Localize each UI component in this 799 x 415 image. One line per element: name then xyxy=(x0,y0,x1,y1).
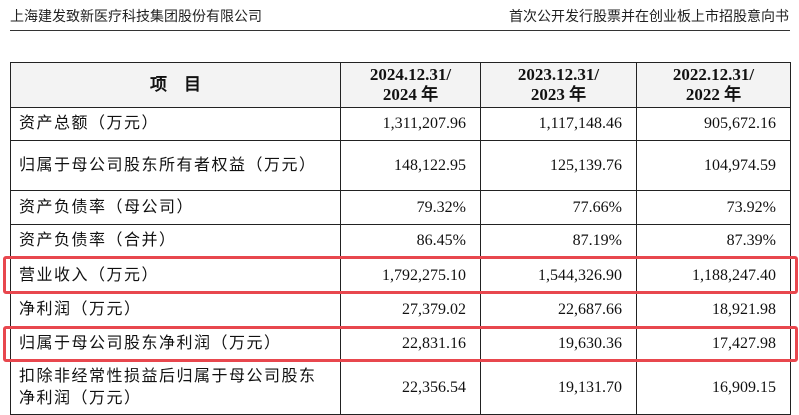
table-row: 资产总额（万元） 1,311,207.96 1,117,148.46 905,672.… xyxy=(10,107,791,141)
row-label: 归属于母公司股东净利润（万元） xyxy=(10,326,341,362)
highlight-box xyxy=(3,256,798,294)
cell-value: 905,672.16 xyxy=(636,107,791,141)
table-body: 资产总额（万元） 1,311,207.96 1,117,148.46 905,672.… xyxy=(10,107,791,415)
table-row: 扣除非经常性损益后归属于母公司股东净利润（万元） 22,356.54 19,131.… xyxy=(10,361,791,415)
highlight-box xyxy=(3,326,798,362)
row-label: 资产负债率（母公司） xyxy=(10,190,341,225)
header-line: 2024 年 xyxy=(382,85,439,104)
header-line: 2022 年 xyxy=(685,85,742,104)
table-row: 归属于母公司股东所有者权益（万元） 148,122.95 125,139.76 104… xyxy=(10,140,791,191)
column-header: 2024.12.31/2024 年 xyxy=(340,62,481,108)
cell-value: 73.92% xyxy=(636,190,791,225)
cell-value: 22,831.16 xyxy=(340,326,481,362)
row-label: 资产负债率（合并） xyxy=(10,224,341,258)
table-row: 资产负债率（母公司） 79.32% 77.66% 73.92% xyxy=(10,190,791,225)
table-row: 净利润（万元） 27,379.02 22,687.66 18,921.98 xyxy=(10,293,791,327)
table-row: 归属于母公司股东净利润（万元） 22,831.16 19,630.36 17,427.… xyxy=(10,326,791,362)
cell-value: 79.32% xyxy=(340,190,481,225)
column-header: 2022.12.31/2022 年 xyxy=(636,62,791,108)
cell-value: 87.39% xyxy=(636,224,791,258)
cell-value: 148,122.95 xyxy=(340,140,481,191)
cell-value: 86.45% xyxy=(340,224,481,258)
header-line: 2023 年 xyxy=(530,85,587,104)
header-rule xyxy=(10,30,790,31)
cell-value: 16,909.15 xyxy=(636,361,791,415)
header-line: 2023.12.31/ xyxy=(517,65,600,84)
row-label: 归属于母公司股东所有者权益（万元） xyxy=(10,140,341,191)
cell-value: 1,188,247.40 xyxy=(636,257,791,294)
cell-value: 19,630.36 xyxy=(480,326,637,362)
company-name: 上海建发致新医疗科技集团股份有限公司 xyxy=(10,10,262,25)
cell-value: 19,131.70 xyxy=(480,361,637,415)
cell-value: 77.66% xyxy=(480,190,637,225)
column-header: 2023.12.31/2023 年 xyxy=(480,62,637,108)
cell-value: 27,379.02 xyxy=(340,293,481,327)
header-row: 项 目 2024.12.31/2024 年 2023.12.31/2023 年 … xyxy=(10,62,791,108)
header-line: 2024.12.31/ xyxy=(369,65,452,84)
cell-value: 18,921.98 xyxy=(636,293,791,327)
table-row: 营业收入（万元） 1,792,275.10 1,544,326.90 1,188,24… xyxy=(10,257,791,294)
financial-table: 项 目 2024.12.31/2024 年 2023.12.31/2023 年 … xyxy=(10,62,791,415)
header-line: 项 目 xyxy=(150,75,201,94)
table-row: 资产负债率（合并） 86.45% 87.19% 87.39% xyxy=(10,224,791,258)
document-name: 首次公开发行股票并在创业板上市招股意向书 xyxy=(509,10,789,25)
cell-value: 22,687.66 xyxy=(480,293,637,327)
row-label: 扣除非经常性损益后归属于母公司股东净利润（万元） xyxy=(10,361,341,415)
cell-value: 1,311,207.96 xyxy=(340,107,481,141)
cell-value: 1,117,148.46 xyxy=(480,107,637,141)
header-line: 2022.12.31/ xyxy=(672,65,755,84)
cell-value: 104,974.59 xyxy=(636,140,791,191)
column-header: 项 目 xyxy=(10,62,341,108)
cell-value: 87.19% xyxy=(480,224,637,258)
cell-value: 125,139.76 xyxy=(480,140,637,191)
cell-value: 22,356.54 xyxy=(340,361,481,415)
row-label: 资产总额（万元） xyxy=(10,107,341,141)
row-label: 净利润（万元） xyxy=(10,293,341,327)
